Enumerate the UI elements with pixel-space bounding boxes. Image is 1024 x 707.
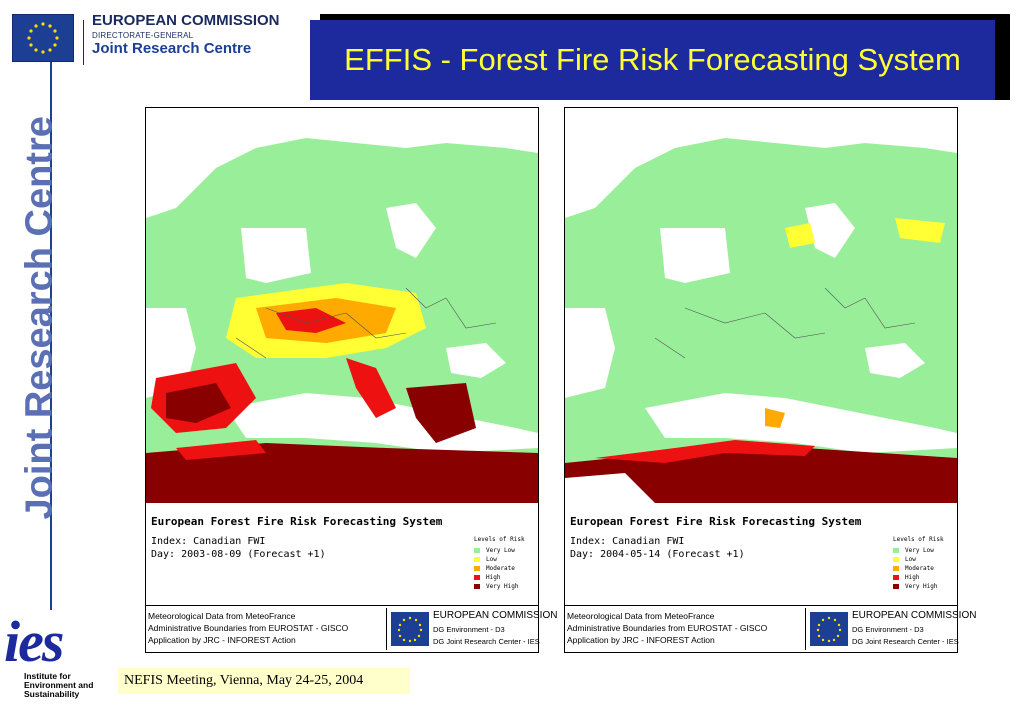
ies-logo: ies Institute for Environment and Sustai… (2, 609, 112, 704)
legend-label: Low (905, 556, 916, 563)
map-index: Index: Canadian FWI (570, 536, 685, 547)
map-panel-2004: European Forest Fire Risk Forecasting Sy… (564, 107, 976, 653)
page-title: EFFIS - Forest Fire Risk Forecasting Sys… (344, 42, 961, 77)
legend-item: Moderate (474, 564, 536, 573)
legend-label: Moderate (486, 565, 515, 572)
legend-label: High (486, 574, 501, 581)
risk-legend: Levels of Risk Very Low Low Moderate Hig… (893, 536, 955, 591)
map-day: Day: 2004-05-14 (Forecast +1) (570, 549, 745, 560)
legend-swatch (893, 575, 899, 580)
legend-label: High (905, 574, 920, 581)
map-panel-2003: European Forest Fire Risk Forecasting Sy… (145, 107, 557, 653)
meeting-footer: NEFIS Meeting, Vienna, May 24-25, 2004 (118, 668, 410, 694)
legend-swatch (474, 557, 480, 562)
credits-footer: Meteorological Data from MeteoFrance Adm… (565, 605, 976, 653)
org-subtitle: DIRECTORATE-GENERAL (92, 31, 194, 40)
legend-item: Low (474, 555, 536, 564)
legend-label: Moderate (905, 565, 934, 572)
footer-logo-title: EUROPEAN COMMISSION (852, 610, 977, 621)
side-divider (50, 62, 52, 610)
legend-swatch (893, 566, 899, 571)
risk-map (146, 108, 538, 503)
ec-footer-logo: EUROPEAN COMMISSION DG Environment - D3 … (386, 608, 557, 650)
eu-flag-icon (391, 612, 429, 646)
legend-item: Very High (893, 582, 955, 591)
footer-logo-title: EUROPEAN COMMISSION (433, 610, 558, 621)
legend-title: Levels of Risk (893, 536, 944, 543)
org-unit: Joint Research Centre (92, 40, 252, 57)
ec-footer-logo: EUROPEAN COMMISSION DG Environment - D3 … (805, 608, 976, 650)
legend-item: High (474, 573, 536, 582)
legend-item: High (893, 573, 955, 582)
legend-label: Very Low (486, 547, 515, 554)
footer-logo-line: DG Joint Research Center - IES (852, 637, 959, 646)
legend-title: Levels of Risk (474, 536, 525, 543)
ies-wordmark: ies (4, 609, 64, 674)
legend-item: Moderate (893, 564, 955, 573)
legend-item: Low (893, 555, 955, 564)
credit-line: Application by JRC - INFOREST Action (567, 635, 715, 645)
legend-swatch (893, 557, 899, 562)
legend-swatch (893, 548, 899, 553)
credit-line: Meteorological Data from MeteoFrance (567, 611, 715, 621)
legend-item: Very Low (474, 546, 536, 555)
ies-subtitle: Institute for Environment and Sustainabi… (24, 672, 93, 699)
european-commission-logo: EUROPEAN COMMISSION DIRECTORATE-GENERAL … (8, 10, 280, 65)
credit-line: Meteorological Data from MeteoFrance (148, 611, 296, 621)
legend-label: Very High (486, 583, 519, 590)
map-title: European Forest Fire Risk Forecasting Sy… (570, 515, 862, 528)
legend-swatch (474, 584, 480, 589)
risk-legend: Levels of Risk Very Low Low Moderate Hig… (474, 536, 536, 591)
footer-logo-line: DG Environment - D3 (852, 625, 924, 634)
title-banner: EFFIS - Forest Fire Risk Forecasting Sys… (310, 20, 995, 100)
risk-map (565, 108, 957, 503)
ies-line: Environment and (24, 680, 94, 690)
legend-swatch (474, 566, 480, 571)
map-title: European Forest Fire Risk Forecasting Sy… (151, 515, 443, 528)
map-index: Index: Canadian FWI (151, 536, 266, 547)
legend-label: Low (486, 556, 497, 563)
credits-footer: Meteorological Data from MeteoFrance Adm… (146, 605, 557, 653)
eu-flag-icon (810, 612, 848, 646)
org-name: EUROPEAN COMMISSION (92, 12, 280, 29)
credits-text: Meteorological Data from MeteoFrance Adm… (148, 610, 384, 646)
legend-item: Very Low (893, 546, 955, 555)
legend-label: Very High (905, 583, 938, 590)
credit-line: Administrative Boundaries from EUROSTAT … (567, 623, 768, 633)
credits-text: Meteorological Data from MeteoFrance Adm… (567, 610, 803, 646)
credit-line: Administrative Boundaries from EUROSTAT … (148, 623, 349, 633)
map-day: Day: 2003-08-09 (Forecast +1) (151, 549, 326, 560)
meeting-text: NEFIS Meeting, Vienna, May 24-25, 2004 (124, 673, 364, 688)
ies-line: Institute for (24, 671, 71, 681)
side-brand-text: Joint Research Centre (18, 116, 61, 520)
footer-logo-line: DG Environment - D3 (433, 625, 505, 634)
credit-line: Application by JRC - INFOREST Action (148, 635, 296, 645)
logo-divider (83, 20, 84, 65)
legend-swatch (893, 584, 899, 589)
ies-line: Sustainability (24, 689, 80, 699)
legend-swatch (474, 575, 480, 580)
legend-label: Very Low (905, 547, 934, 554)
legend-swatch (474, 548, 480, 553)
legend-item: Very High (474, 582, 536, 591)
eu-flag-icon (12, 14, 74, 62)
footer-logo-line: DG Joint Research Center - IES (433, 637, 540, 646)
